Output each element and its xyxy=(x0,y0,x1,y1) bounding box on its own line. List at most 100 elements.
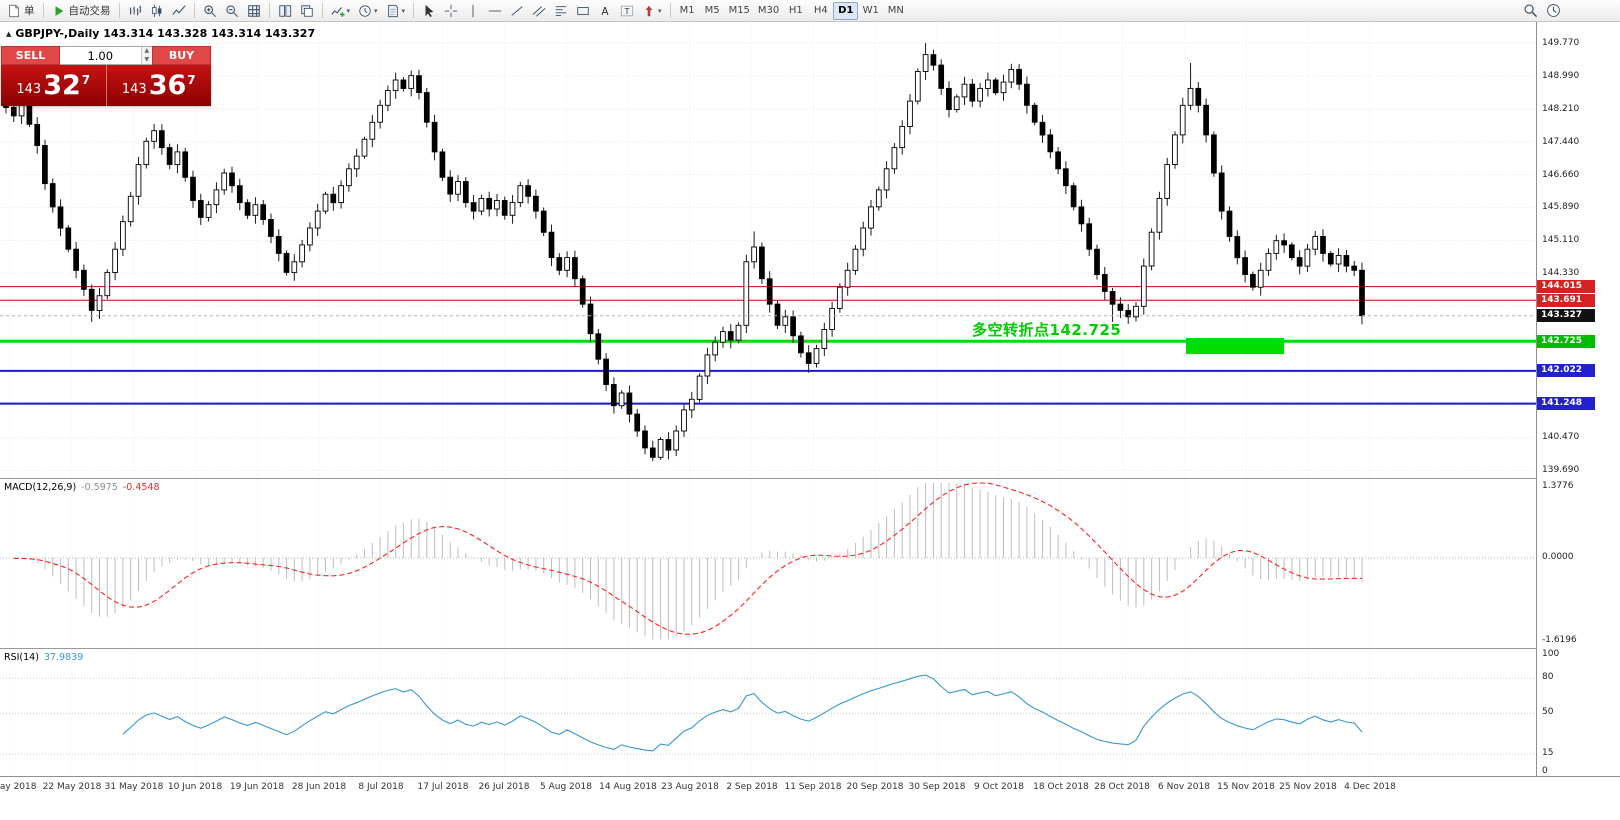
chevron-down-icon: ▾ xyxy=(374,6,378,15)
grid-icon xyxy=(247,4,261,18)
label-button[interactable]: T xyxy=(616,2,638,20)
zoom-out-button[interactable] xyxy=(221,2,243,20)
chart-line-button[interactable] xyxy=(168,2,190,20)
date-label: 23 Aug 2018 xyxy=(661,782,719,792)
rsi-tick: 0 xyxy=(1542,766,1548,776)
price-line-label: 144.015 xyxy=(1537,280,1595,293)
bid-price[interactable]: 143 32 7 xyxy=(1,65,107,106)
candles-icon xyxy=(150,4,164,18)
channel-icon xyxy=(532,4,546,18)
cursor-button[interactable] xyxy=(418,2,440,20)
macd-canvas xyxy=(0,479,1536,649)
volume-input[interactable] xyxy=(60,47,141,64)
tile-windows-button[interactable] xyxy=(274,2,296,20)
timeframe-mn-button[interactable]: MN xyxy=(887,5,904,16)
bars-icon xyxy=(128,4,142,18)
rsi-panel[interactable]: RSI(14) 37.9839 xyxy=(0,648,1536,777)
zoom-in-button[interactable] xyxy=(199,2,221,20)
timeframe-h1-button[interactable]: H1 xyxy=(788,5,803,16)
vline-button[interactable] xyxy=(462,2,484,20)
grid-button[interactable] xyxy=(243,2,265,20)
macd-tick: 0.0000 xyxy=(1542,552,1574,562)
price-tick: 148.210 xyxy=(1542,104,1580,114)
cascade-windows-button[interactable] xyxy=(296,2,318,20)
price-tick: 145.890 xyxy=(1542,202,1580,212)
price-chart[interactable]: ▲ GBPJPY-,Daily 143.314 143.328 143.314 … xyxy=(0,22,1536,478)
trendline-button[interactable] xyxy=(506,2,528,20)
price-tick: 139.690 xyxy=(1542,465,1580,475)
time-button[interactable] xyxy=(1542,2,1565,20)
timeframe-h4-button[interactable]: H4 xyxy=(813,5,828,16)
timeframe-d1-button[interactable]: D1 xyxy=(833,1,859,20)
chart-bars-button[interactable] xyxy=(124,2,146,20)
volume-decrease-button[interactable]: ▼ xyxy=(141,55,152,64)
macd-label: MACD(12,26,9) -0.5975 -0.4548 xyxy=(4,482,160,493)
periods-icon xyxy=(358,4,372,18)
date-label: 14 Aug 2018 xyxy=(599,782,657,792)
macd-panel[interactable]: MACD(12,26,9) -0.5975 -0.4548 xyxy=(0,478,1536,649)
green-highlight-rect xyxy=(1186,338,1284,355)
indicators-button[interactable]: ▾ xyxy=(327,2,355,20)
fibo-icon xyxy=(554,4,568,18)
shapes-button[interactable] xyxy=(572,2,594,20)
buy-button[interactable]: BUY xyxy=(152,46,211,65)
macd-tick: -1.6196 xyxy=(1542,635,1577,645)
timeframe-m5-button[interactable]: M5 xyxy=(704,5,720,16)
rsi-tick: 100 xyxy=(1542,649,1560,659)
price-axis[interactable]: 149.770 148.990 148.210 147.440 146.660 145.8… xyxy=(1536,22,1620,776)
periods-button[interactable]: ▾ xyxy=(354,2,382,20)
price-tick: 144.330 xyxy=(1542,268,1580,278)
hline-icon xyxy=(488,4,502,18)
toolbar-separator xyxy=(118,3,120,18)
chart-ohlc-text: GBPJPY-,Daily 143.314 143.328 143.314 14… xyxy=(15,27,316,40)
price-line-label: 142.725 xyxy=(1537,335,1595,348)
rsi-tick: 50 xyxy=(1542,707,1554,717)
date-label: 3 May 2018 xyxy=(0,782,37,792)
date-label: 6 Nov 2018 xyxy=(1158,782,1210,792)
toolbar-separator xyxy=(42,3,44,18)
date-label: 22 May 2018 xyxy=(42,782,102,792)
doc-icon xyxy=(7,4,21,18)
date-label: 18 Oct 2018 xyxy=(1033,782,1089,792)
chart-candles-button[interactable] xyxy=(146,2,168,20)
price-line-label: 143.691 xyxy=(1537,294,1595,307)
new-order-button[interactable]: 单 xyxy=(3,2,39,20)
crosshair-icon xyxy=(444,4,458,18)
linechart-icon xyxy=(171,4,186,18)
timeframe-m15-button[interactable]: M15 xyxy=(728,5,750,16)
hline-button[interactable] xyxy=(484,2,506,20)
date-label: 19 Jun 2018 xyxy=(229,782,285,792)
arrows-icon xyxy=(642,4,656,18)
date-label: 10 Jun 2018 xyxy=(167,782,223,792)
svg-text:A: A xyxy=(601,5,609,17)
bid-main: 143 xyxy=(16,81,42,97)
templates-button[interactable]: ▾ xyxy=(382,2,410,20)
rsi-value: 37.9839 xyxy=(43,652,84,663)
arrows-button[interactable]: ▾ xyxy=(638,2,666,20)
fibo-button[interactable] xyxy=(550,2,572,20)
price-line-label: 141.248 xyxy=(1537,397,1595,410)
timeframe-m1-button[interactable]: M1 xyxy=(679,5,695,16)
bid-point: 7 xyxy=(81,72,91,87)
rsi-tick: 80 xyxy=(1542,672,1554,682)
ask-price[interactable]: 143 36 7 xyxy=(107,65,212,106)
candlestick-chart-canvas[interactable] xyxy=(0,22,1536,478)
volume-increase-button[interactable]: ▲ xyxy=(141,47,152,56)
timeframe-m30-button[interactable]: M30 xyxy=(757,5,780,16)
channel-button[interactable] xyxy=(528,2,550,20)
autotrading-button[interactable]: 自动交易 xyxy=(48,2,115,20)
crosshair-button[interactable] xyxy=(440,2,462,20)
play-icon xyxy=(52,4,66,18)
text-button[interactable]: A xyxy=(594,2,616,20)
volume-field: ▲ ▼ xyxy=(60,46,152,65)
symbol-search-button[interactable] xyxy=(1519,2,1542,20)
rsi-tick: 15 xyxy=(1542,748,1554,758)
sell-button[interactable]: SELL xyxy=(1,46,60,65)
toolbar-separator xyxy=(413,3,415,18)
timeframe-w1-button[interactable]: W1 xyxy=(862,5,879,16)
price-tick: 140.470 xyxy=(1542,432,1580,442)
date-label: 28 Oct 2018 xyxy=(1094,782,1150,792)
date-label: 31 May 2018 xyxy=(104,782,164,792)
zoomin-icon xyxy=(203,4,217,18)
